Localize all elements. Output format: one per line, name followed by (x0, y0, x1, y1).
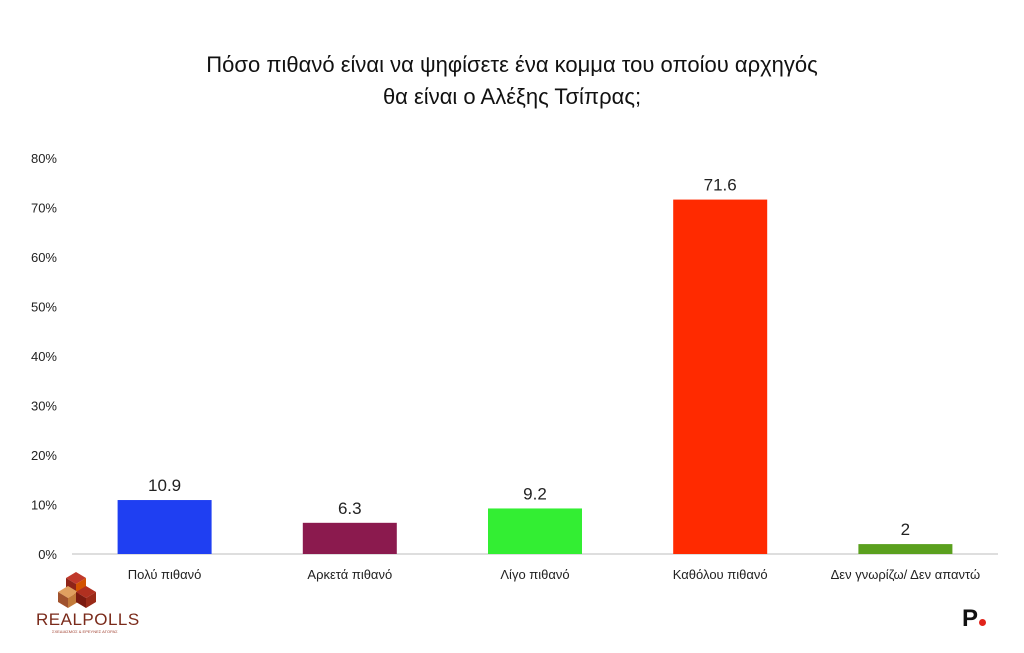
y-tick-label: 10% (31, 498, 57, 513)
chart-title-line-1: Πόσο πιθανό είναι να ψηφίσετε ένα κομμα … (206, 52, 817, 77)
publisher-logo: P (962, 605, 987, 633)
bar (673, 199, 768, 554)
y-tick-label: 30% (31, 399, 57, 414)
data-label: 9.2 (523, 484, 547, 503)
bars (117, 199, 953, 554)
realpolls-logo-text: REALPOLLS (36, 610, 140, 629)
y-tick-label: 70% (31, 201, 57, 216)
y-tick-label: 0% (38, 547, 57, 562)
y-tick-label: 40% (31, 349, 57, 364)
y-tick-label: 20% (31, 448, 57, 463)
data-label: 6.3 (338, 499, 362, 518)
data-labels: 10.9 6.3 9.2 71.6 2 (148, 176, 910, 540)
realpolls-logo-subtitle: ΣΧΕΔΙΑΣΜΟΣ & ΕΡΕΥΝΕΣ ΑΓΟΡΑΣ (52, 629, 118, 634)
y-tick-label: 60% (31, 250, 57, 265)
publisher-logo-letter: P (962, 605, 979, 632)
chart-title: Πόσο πιθανό είναι να ψηφίσετε ένα κομμα … (206, 52, 817, 109)
realpolls-logo-icon (58, 572, 96, 608)
x-tick-label: Αρκετά πιθανό (307, 567, 392, 582)
x-tick-label: Λίγο πιθανό (500, 567, 569, 582)
bar (117, 500, 212, 554)
x-axis-labels: Πολύ πιθανό Αρκετά πιθανό Λίγο πιθανό Καθόλ… (128, 567, 980, 582)
bar (488, 508, 582, 554)
data-label: 71.6 (704, 176, 737, 195)
bar (302, 522, 397, 554)
x-tick-label: Καθόλου πιθανό (673, 567, 768, 582)
data-label: 10.9 (148, 476, 181, 495)
y-tick-label: 50% (31, 300, 57, 315)
x-tick-label: Δεν γνωρίζω/ Δεν απαντώ (831, 567, 981, 582)
y-tick-label: 80% (31, 151, 57, 166)
y-axis: 0% 10% 20% 30% 40% 50% 60% 70% 80% (31, 151, 57, 562)
x-tick-label: Πολύ πιθανό (128, 567, 202, 582)
chart-title-line-2: θα είναι ο Αλέξης Τσίπρας; (383, 84, 641, 109)
publisher-logo-dot-icon (979, 619, 987, 626)
bar (858, 544, 953, 554)
data-label: 2 (901, 520, 910, 539)
